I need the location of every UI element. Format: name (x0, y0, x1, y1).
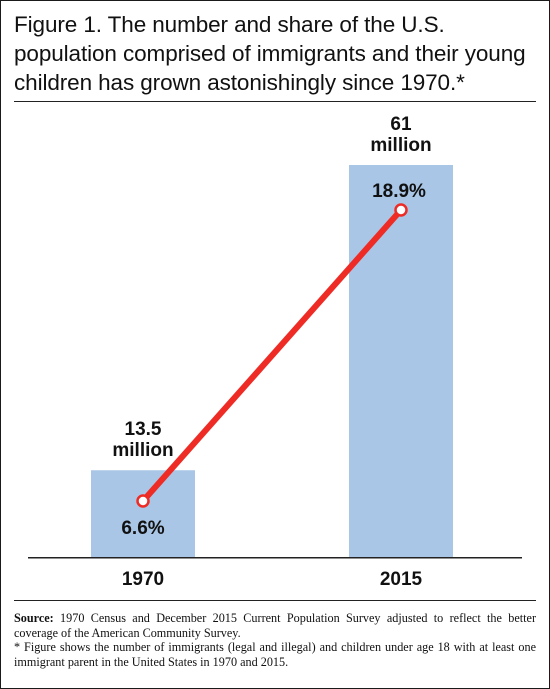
share-line (140, 207, 404, 504)
chart-title: Figure 1. The number and share of the U.… (14, 12, 526, 95)
bar-2015 (349, 165, 453, 557)
footnote-divider (14, 600, 536, 601)
bar-value-label-2015-line1: 61 (390, 114, 412, 135)
source-label: Source: (14, 611, 54, 625)
share-label-1970: 6.6% (121, 518, 164, 539)
share-marker-2015 (394, 203, 408, 217)
x-tick-label-1970: 1970 (122, 569, 164, 590)
x-tick-label-2015: 2015 (380, 569, 423, 590)
bar-value-label-2015-line2: million (370, 135, 431, 156)
source-note: Source: 1970 Census and December 2015 Cu… (14, 611, 536, 640)
source-text: 1970 Census and December 2015 Current Po… (14, 611, 536, 640)
footnote: Source: 1970 Census and December 2015 Cu… (14, 611, 536, 669)
bar-1970 (91, 470, 195, 557)
share-marker-1970 (136, 494, 150, 508)
title-divider (14, 101, 536, 102)
share-label-2015: 18.9% (372, 181, 426, 202)
asterisk-note: * Figure shows the number of immigrants … (14, 640, 536, 669)
bar-value-label-1970-line1: 13.5 (125, 419, 162, 440)
bar-value-label-1970-line2: million (112, 440, 173, 461)
